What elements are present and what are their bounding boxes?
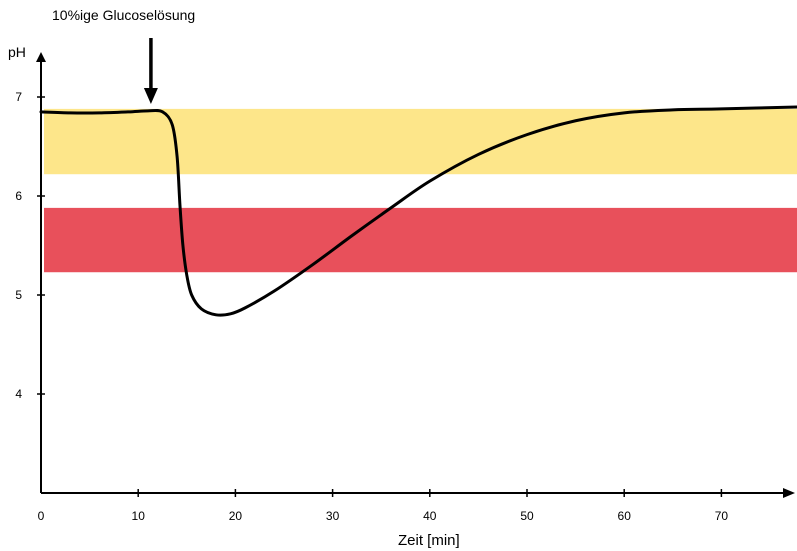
y-tick-label-6: 6 xyxy=(15,189,22,203)
x-axis-arrow xyxy=(783,488,795,498)
band-red xyxy=(44,207,797,273)
band-yellow xyxy=(44,108,797,175)
y-tick-label-4: 4 xyxy=(15,387,22,401)
reference-bands xyxy=(44,108,797,273)
x-tick-label-0: 0 xyxy=(38,509,45,523)
x-tick-label-30: 30 xyxy=(326,509,340,523)
annotation-arrow xyxy=(143,38,158,104)
x-tick-label-20: 20 xyxy=(229,509,243,523)
x-tick-label-40: 40 xyxy=(423,509,437,523)
x-tick-label-50: 50 xyxy=(520,509,534,523)
x-tick-label-10: 10 xyxy=(132,509,146,523)
ticks: 0 10 20 30 40 50 60 70 4 5 6 7 xyxy=(15,90,728,523)
annotation-label: 10%ige Glucoselösung xyxy=(52,7,196,23)
y-axis-arrow xyxy=(36,52,46,62)
axes xyxy=(36,52,795,498)
ph-curve xyxy=(39,105,797,317)
y-tick-label-7: 7 xyxy=(15,90,22,104)
x-axis-label: Zeit [min] xyxy=(398,532,460,549)
x-tick-label-60: 60 xyxy=(618,509,632,523)
annotation-arrow-head xyxy=(143,88,158,104)
y-tick-label-5: 5 xyxy=(15,288,22,302)
y-axis-label: pH xyxy=(8,44,26,60)
x-tick-label-70: 70 xyxy=(715,509,729,523)
